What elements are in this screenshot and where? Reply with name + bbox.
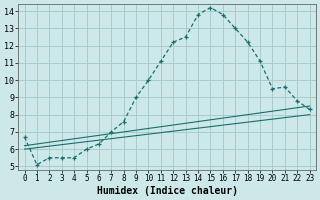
X-axis label: Humidex (Indice chaleur): Humidex (Indice chaleur) bbox=[97, 186, 237, 196]
